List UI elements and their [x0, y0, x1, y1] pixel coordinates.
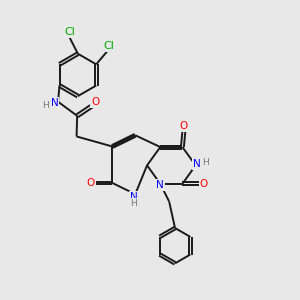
- Text: O: O: [87, 178, 95, 188]
- Text: O: O: [180, 122, 188, 131]
- Text: H: H: [42, 101, 49, 110]
- Text: N: N: [130, 191, 138, 202]
- Text: H: H: [202, 158, 208, 167]
- Text: N: N: [193, 159, 201, 169]
- Text: O: O: [91, 97, 100, 107]
- Text: N: N: [51, 98, 58, 108]
- Text: N: N: [156, 180, 164, 190]
- Text: Cl: Cl: [103, 41, 114, 51]
- Text: Cl: Cl: [64, 27, 75, 37]
- Text: O: O: [200, 179, 208, 189]
- Text: H: H: [130, 199, 137, 208]
